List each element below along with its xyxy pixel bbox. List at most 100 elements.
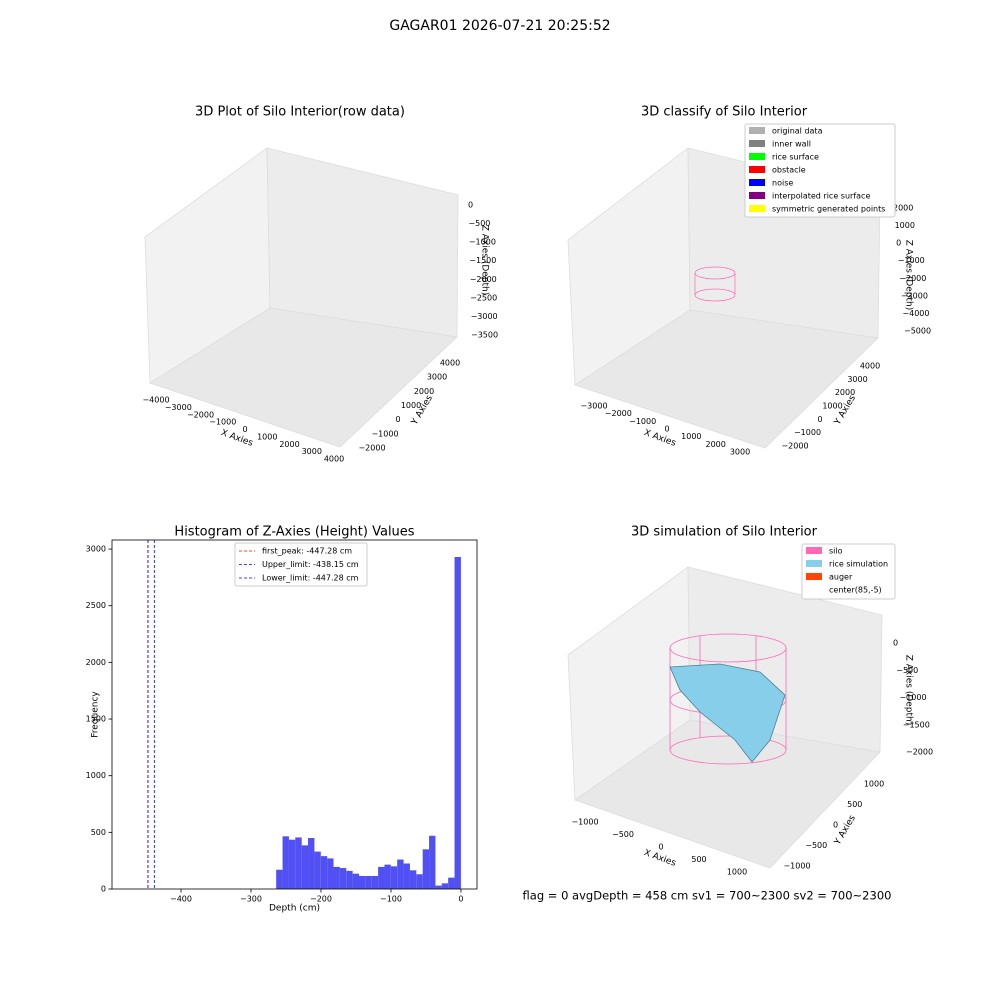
chart-title: 3D simulation of Silo Interior xyxy=(631,525,818,540)
z-tick-label: −1000 xyxy=(898,256,925,265)
z-tick-label: −1500 xyxy=(469,256,496,265)
y-tick-label: −1000 xyxy=(371,429,398,438)
x-tick-label: 1000 xyxy=(681,432,701,441)
x-tick-label: 1000 xyxy=(727,868,747,877)
x-tick-label: −200 xyxy=(310,895,332,904)
y-tick-label: 0 xyxy=(395,415,400,424)
legend-label: inner wall xyxy=(772,140,811,149)
bar xyxy=(358,875,366,889)
x-tick-label: −3000 xyxy=(165,403,192,412)
legend-swatch xyxy=(749,205,765,212)
bar xyxy=(390,866,398,889)
y-axis-label: Frequency xyxy=(91,691,101,738)
bar xyxy=(301,845,309,889)
legend-label: symmetric generated points xyxy=(772,205,885,214)
bar xyxy=(327,858,334,889)
z-tick-label: 0 xyxy=(893,639,898,648)
x-tick-label: 3000 xyxy=(730,448,750,457)
pane-box-4 xyxy=(567,566,883,869)
y-tick-label: 0 xyxy=(817,415,822,424)
bar xyxy=(288,839,296,889)
y-tick-label: 1000 xyxy=(401,401,421,410)
legend-box xyxy=(744,123,896,218)
bar xyxy=(365,875,372,889)
y-axis-label: Y Axies xyxy=(832,813,858,847)
z-tick-label: −500 xyxy=(468,219,490,228)
legend-swatch xyxy=(749,140,765,147)
z-tick-label: −3500 xyxy=(471,331,498,340)
legend-label: obstacle xyxy=(772,166,806,175)
z-tick-label: −2000 xyxy=(470,275,497,284)
legend-label: center(85,-5) xyxy=(829,586,882,595)
bar xyxy=(441,883,449,889)
z-tick-label: −2500 xyxy=(470,293,497,302)
legend-swatch xyxy=(749,166,765,173)
legend-box xyxy=(234,542,368,587)
x-tick-label: −300 xyxy=(240,895,262,904)
x-tick-label: −100 xyxy=(380,895,402,904)
chart-title: 3D Plot of Silo Interior(row data) xyxy=(195,105,405,120)
z-tick-label: 0 xyxy=(468,201,473,210)
x-tick-label: 0 xyxy=(242,425,247,434)
pane-box-1 xyxy=(144,147,459,448)
legend-swatch xyxy=(806,547,822,554)
x-tick-label: 0 xyxy=(664,425,669,434)
bar xyxy=(454,556,461,889)
bar xyxy=(314,851,321,889)
bar xyxy=(371,875,379,889)
x-tick-label: −4000 xyxy=(142,396,169,405)
x-tick-label: −400 xyxy=(170,895,192,904)
z-tick-label: −1000 xyxy=(900,693,927,702)
bar xyxy=(403,863,410,889)
y-tick-label: 3000 xyxy=(86,545,106,554)
x-tick-label: −2000 xyxy=(187,410,214,419)
y-tick-label: −2000 xyxy=(781,442,808,451)
x-tick-label: −1000 xyxy=(209,418,236,427)
legend-swatch xyxy=(749,179,765,186)
bar xyxy=(320,856,328,889)
y-tick-label: 1500 xyxy=(86,715,106,724)
z-axis-label: Z Axies (Depth) xyxy=(904,240,914,311)
x-tick-label: −2000 xyxy=(605,409,632,418)
z-tick-label: 1000 xyxy=(895,221,915,230)
z-tick-label: −2000 xyxy=(899,274,926,283)
z-axis-label: Z Axies (Depth) xyxy=(480,225,490,296)
z-tick-label: −5000 xyxy=(904,327,931,336)
x-axis-label: Depth (cm) xyxy=(269,904,320,914)
y-tick-label: 4000 xyxy=(440,359,460,368)
z-tick-label: −500 xyxy=(896,666,918,675)
y-tick-label: −1000 xyxy=(794,428,821,437)
bar xyxy=(422,849,430,889)
bar xyxy=(282,836,289,889)
x-tick-label: −3000 xyxy=(580,402,607,411)
z-tick-label: 2000 xyxy=(893,204,913,213)
z-tick-label: −3000 xyxy=(471,312,498,321)
x-tick-label: −1000 xyxy=(571,818,598,827)
legend-swatch xyxy=(749,153,765,160)
bar xyxy=(339,868,347,889)
bar xyxy=(448,877,455,889)
y-tick-label: 4000 xyxy=(860,362,880,371)
z-tick-label: −1000 xyxy=(469,238,496,247)
y-tick-label: 3000 xyxy=(847,375,867,384)
x-tick-label: 4000 xyxy=(324,455,344,464)
y-tick-label: 1000 xyxy=(822,402,842,411)
y-tick-label: 500 xyxy=(847,800,862,809)
y-tick-label: 0 xyxy=(101,885,106,894)
bar xyxy=(384,864,391,889)
legend-label: silo xyxy=(829,547,843,556)
legend-label: Upper_limit: -438.15 cm xyxy=(262,560,359,569)
axes-frame xyxy=(111,539,478,890)
z-tick-label: −4000 xyxy=(902,309,929,318)
x-tick-label: 0 xyxy=(458,895,463,904)
bar xyxy=(416,874,423,889)
x-tick-label: 500 xyxy=(691,855,706,864)
z-tick-label: −3000 xyxy=(901,291,928,300)
bar xyxy=(429,835,436,889)
bar xyxy=(397,859,404,889)
y-tick-label: 2000 xyxy=(414,387,434,396)
y-tick-label: 0 xyxy=(833,821,838,830)
legend-box xyxy=(801,543,896,600)
legend-label: interpolated rice surface xyxy=(772,192,870,201)
